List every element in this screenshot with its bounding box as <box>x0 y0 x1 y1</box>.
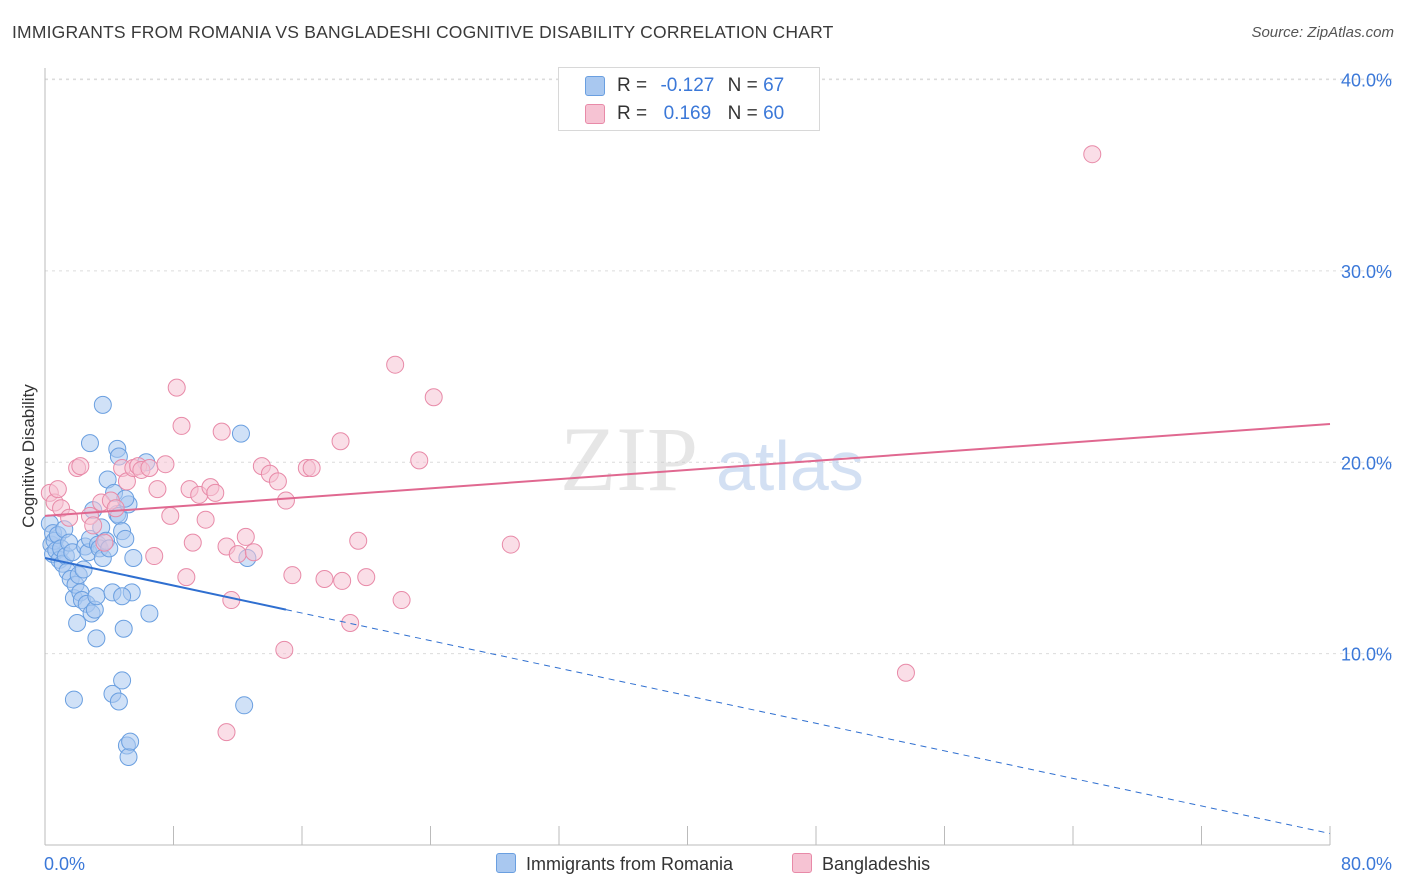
axis-labels: 10.0% 20.0% 30.0% 40.0% 0.0% 80.0% Cognitive D… <box>19 71 1392 874</box>
trend-line-bangladeshi <box>44 423 1331 517</box>
point-bangladeshi-29 <box>212 422 231 441</box>
point-romania-46 <box>124 548 143 567</box>
point-romania-57 <box>140 604 159 623</box>
point-bangladeshi-50 <box>424 388 443 407</box>
point-bangladeshi-58 <box>95 533 114 552</box>
x-tick-label-min: 0.0% <box>44 854 85 874</box>
legend-box: R = -0.127 N = 67 R = 0.169 N = 60 <box>558 67 820 131</box>
point-romania-64 <box>231 424 250 443</box>
point-bangladeshi-39 <box>283 566 302 585</box>
point-romania-53 <box>119 747 138 766</box>
point-romania-30 <box>87 587 106 606</box>
trend-line-romania-extension <box>285 609 1331 835</box>
point-bangladeshi-43 <box>333 571 352 590</box>
legend-n-value-bangladeshi: 60 <box>763 103 785 124</box>
point-bangladeshi-44 <box>341 614 360 633</box>
point-bangladeshi-46 <box>357 568 376 587</box>
point-bangladeshi-51 <box>501 535 520 554</box>
legend-n-value-romania: 67 <box>763 75 785 96</box>
axes <box>44 68 1331 846</box>
point-bangladeshi-59 <box>315 570 334 589</box>
point-romania-47 <box>113 587 132 606</box>
point-bangladeshi-20 <box>161 506 180 525</box>
point-bangladeshi-57 <box>1083 145 1102 164</box>
point-romania-63 <box>93 395 112 414</box>
watermark-zip: ZIP <box>560 408 698 510</box>
legend-text-romania: R = -0.127 N = 67 <box>617 73 784 99</box>
x-tick-label-max: 80.0% <box>1341 854 1392 874</box>
bottom-legend-label-bangladeshi: Bangladeshis <box>822 854 931 874</box>
chart-title: IMMIGRANTS FROM ROMANIA VS BANGLADESHI C… <box>12 22 834 42</box>
point-bangladeshi-56 <box>896 663 915 682</box>
point-bangladeshi-28 <box>206 483 225 502</box>
gridlines <box>45 78 1392 655</box>
point-bangladeshi-2 <box>48 480 67 499</box>
point-romania-43 <box>116 529 135 548</box>
point-bangladeshi-55 <box>217 723 236 742</box>
legend-r-value-romania: -0.127 <box>660 75 715 96</box>
legend-n-label: N = <box>727 75 758 96</box>
y-tick-label-30: 30.0% <box>1341 262 1392 282</box>
point-bangladeshi-45 <box>349 531 368 550</box>
y-tick-label-10: 10.0% <box>1341 645 1392 665</box>
point-bangladeshi-49 <box>410 451 429 470</box>
point-bangladeshi-38 <box>276 491 295 510</box>
point-bangladeshi-26 <box>196 510 215 529</box>
point-romania-55 <box>87 629 106 648</box>
point-bangladeshi-52 <box>145 547 164 566</box>
point-bangladeshi-17 <box>140 459 159 478</box>
legend-text-bangladeshi: R = 0.169 N = 60 <box>617 101 784 127</box>
source-label: Source: ZipAtlas.com <box>1251 24 1394 41</box>
point-bangladeshi-8 <box>84 516 103 535</box>
data-points <box>40 145 1102 766</box>
point-bangladeshi-53 <box>177 568 196 587</box>
point-bangladeshi-4 <box>60 508 79 527</box>
legend-row-bangladeshi: R = 0.169 N = 60 <box>559 101 819 127</box>
legend-r-value-bangladeshi: 0.169 <box>663 103 712 124</box>
point-bangladeshi-19 <box>156 455 175 474</box>
bottom-legend-swatch-blue <box>496 853 516 873</box>
watermark: ZIP atlas <box>560 408 864 510</box>
point-bangladeshi-18 <box>148 480 167 499</box>
point-romania-22 <box>74 560 93 579</box>
point-bangladeshi-11 <box>106 499 125 518</box>
point-romania-48 <box>64 690 83 709</box>
legend-swatch-blue <box>585 76 605 96</box>
legend-row-romania: R = -0.127 N = 67 <box>559 73 819 99</box>
point-bangladeshi-42 <box>331 432 350 451</box>
point-bangladeshi-33 <box>236 527 255 546</box>
bottom-legend-swatch-pink <box>792 853 812 873</box>
bottom-legend-romania: Immigrants from Romania <box>496 852 733 876</box>
bottom-legend-bangladeshi: Bangladeshis <box>792 852 930 876</box>
legend-n-label: N = <box>727 103 758 124</box>
y-axis-label: Cognitive Disability <box>19 384 38 528</box>
y-tick-label-40: 40.0% <box>1341 71 1392 91</box>
trend-lines <box>44 423 1331 835</box>
point-bangladeshi-21 <box>167 378 186 397</box>
point-bangladeshi-48 <box>392 591 411 610</box>
legend-r-label: R = <box>617 75 648 96</box>
point-bangladeshi-47 <box>386 355 405 374</box>
point-bangladeshi-34 <box>244 543 263 562</box>
point-romania-54 <box>121 732 140 751</box>
point-romania-66 <box>235 696 254 715</box>
point-bangladeshi-24 <box>183 533 202 552</box>
point-bangladeshi-6 <box>71 457 90 476</box>
bottom-legend-label-romania: Immigrants from Romania <box>526 854 734 874</box>
point-bangladeshi-32 <box>228 545 247 564</box>
legend-swatch-pink <box>585 104 605 124</box>
point-bangladeshi-22 <box>172 416 191 435</box>
legend-r-label: R = <box>617 103 648 124</box>
point-romania-18 <box>68 614 87 633</box>
point-romania-51 <box>113 671 132 690</box>
point-romania-50 <box>109 692 128 711</box>
point-romania-58 <box>80 434 99 453</box>
point-bangladeshi-54 <box>275 640 294 659</box>
point-bangladeshi-37 <box>268 472 287 491</box>
point-bangladeshi-41 <box>302 459 321 478</box>
point-romania-56 <box>114 619 133 638</box>
trend-line-romania <box>44 556 287 611</box>
y-tick-label-20: 20.0% <box>1341 453 1392 473</box>
